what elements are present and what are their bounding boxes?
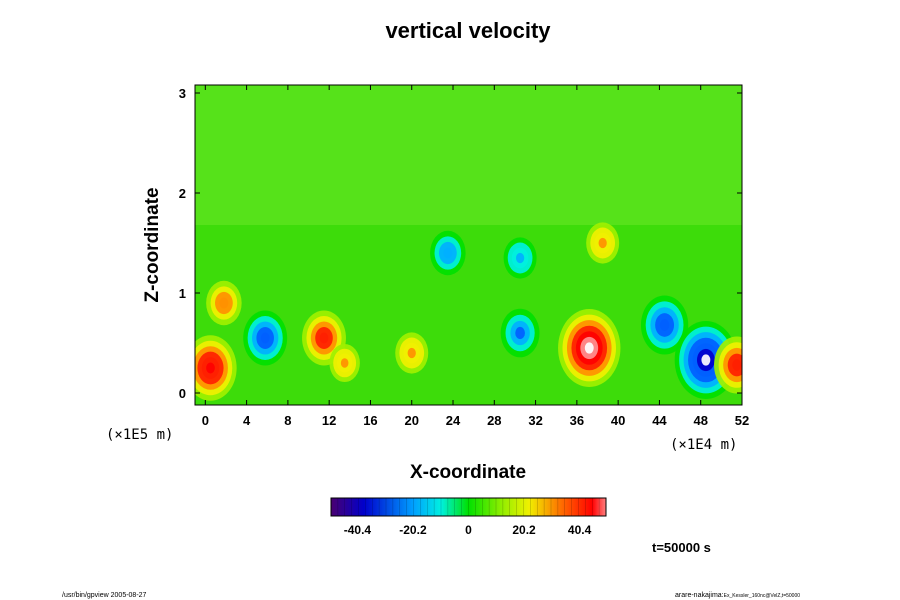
velocity-contour [319, 332, 329, 344]
velocity-contour [732, 359, 742, 371]
velocity-contour [598, 237, 607, 249]
velocity-contour [206, 362, 215, 374]
x-tick-label: 0 [202, 413, 209, 428]
x-tick-label: 20 [405, 413, 419, 428]
footer-left: /usr/bin/gpview 2005-08-27 [62, 592, 147, 599]
velocity-contour [584, 342, 594, 354]
velocity-contour [515, 252, 525, 264]
y-tick-label: 0 [179, 386, 186, 401]
colorbar-tick-label: 0 [465, 523, 472, 537]
upper-layer [195, 85, 742, 225]
x-tick-label: 40 [611, 413, 625, 428]
x-tick-label: 32 [528, 413, 542, 428]
colorbar-tick-label: 40.4 [568, 523, 592, 537]
x-tick-label: 44 [652, 413, 667, 428]
y-axis: 0 1 2 3 [179, 86, 742, 401]
velocity-contour [219, 297, 229, 309]
y-tick-label: 1 [179, 286, 186, 301]
colorbar-tick-label: -40.4 [344, 523, 372, 537]
colorbar-bands [330, 498, 607, 516]
x-tick-label: 12 [322, 413, 336, 428]
velocity-contour [340, 358, 349, 368]
colorbar-tick-label: 20.2 [512, 523, 536, 537]
x-axis: 0 4 8 12 16 20 24 28 32 36 40 44 48 52 [202, 85, 749, 428]
time-label: t=50000 s [652, 540, 711, 555]
x-tick-label: 36 [570, 413, 584, 428]
colorbar-ticks: -40.4 -20.2 0 20.2 40.4 [344, 523, 592, 537]
velocity-contour [701, 354, 711, 366]
x-axis-label: X-coordinate [410, 462, 526, 483]
footer-right-source: Ex_Kessler_160nc@VelZ,t=50000 [724, 593, 801, 599]
y-axis-label: Z-coordinate [142, 187, 163, 302]
x-tick-label: 24 [446, 413, 461, 428]
plot-frame [194, 84, 743, 406]
x-tick-label: 28 [487, 413, 501, 428]
y-tick-label: 3 [179, 86, 186, 101]
velocity-contour [443, 247, 453, 259]
x-tick-label: 48 [693, 413, 707, 428]
x-tick-label: 8 [284, 413, 291, 428]
x-tick-label: 16 [363, 413, 377, 428]
colorbar: -40.4 -20.2 0 20.2 40.4 [330, 497, 607, 537]
velocity-contour [659, 319, 670, 331]
x-tick-label: 52 [735, 413, 749, 428]
x-scale-note: (×1E4 m) [670, 437, 737, 453]
y-tick-label: 2 [179, 186, 186, 201]
footer-right-author: arare-nakajima: [675, 592, 724, 599]
plot-area [195, 85, 742, 405]
velocity-features [195, 222, 742, 401]
x-tick-label: 4 [243, 413, 251, 428]
colorbar-tick-label: -20.2 [399, 523, 427, 537]
velocity-contour [515, 326, 525, 340]
y-scale-note: (×1E5 m) [106, 427, 173, 443]
footer-right: arare-nakajima:Ex_Kessler_160nc@VelZ,t=5… [675, 592, 800, 599]
chart-title: vertical velocity [385, 18, 551, 43]
velocity-contour [407, 347, 416, 359]
velocity-contour [260, 332, 270, 344]
